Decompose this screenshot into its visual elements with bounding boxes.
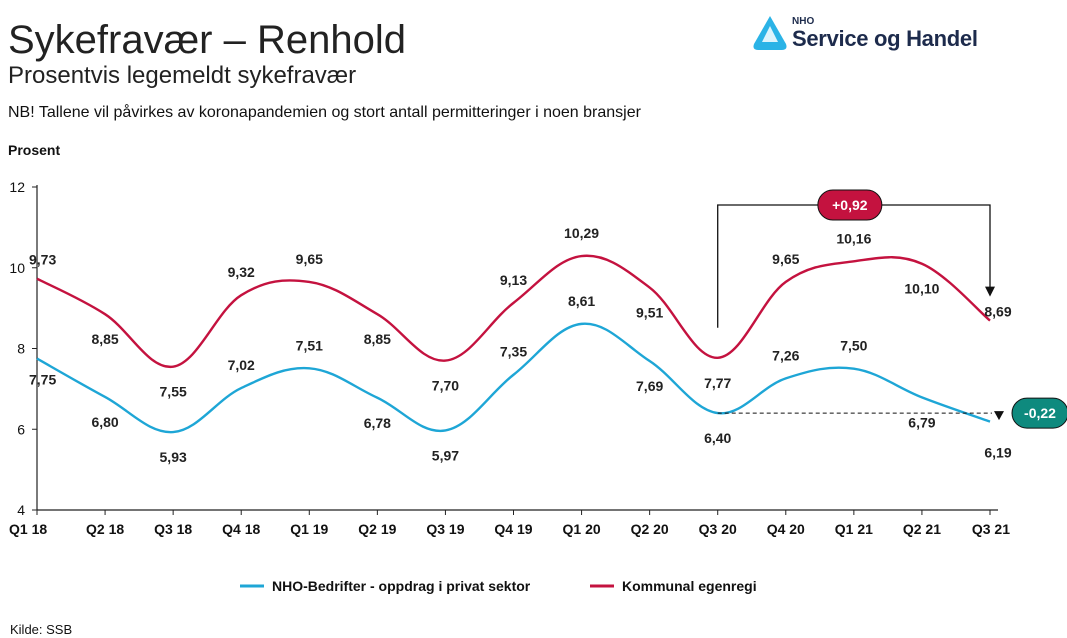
data-label: 7,02	[228, 357, 255, 373]
x-tick-label: Q2 18	[86, 521, 124, 537]
y-tick-label: 4	[17, 502, 25, 518]
note-text: NB! Tallene vil påvirkes av koronapandem…	[8, 104, 641, 121]
brand-logo: NHO Service og Handel	[750, 14, 990, 54]
negative-change-text: -0,22	[1024, 405, 1056, 421]
x-tick-label: Q1 18	[9, 521, 47, 537]
x-tick-label: Q1 19	[290, 521, 328, 537]
page-subtitle: Prosentvis legemeldt sykefravær	[8, 62, 357, 89]
negative-change-badge	[1011, 397, 1067, 429]
x-tick-label: Q3 21	[972, 521, 1010, 537]
data-label: 9,32	[228, 264, 255, 280]
data-label: 10,29	[564, 225, 599, 241]
y-axis-label: Prosent	[8, 142, 60, 158]
data-label: 7,26	[772, 347, 799, 363]
y-tick-label: 8	[17, 341, 25, 357]
x-tick-label: Q2 21	[903, 521, 941, 537]
data-label: 6,80	[91, 414, 118, 430]
data-label: 6,79	[908, 414, 935, 430]
data-label: 8,85	[91, 331, 118, 347]
series-line-nho	[36, 322, 991, 434]
bracket-arrowhead	[985, 286, 995, 297]
data-label: 6,78	[364, 415, 391, 431]
data-label: 7,70	[432, 378, 459, 394]
data-label: 9,13	[500, 272, 527, 288]
data-label: 6,19	[984, 445, 1011, 461]
data-label: 9,51	[636, 305, 663, 321]
legend-label: Kommunal egenregi	[622, 578, 757, 594]
x-tick-label: Q3 18	[154, 521, 192, 537]
y-tick-label: 6	[17, 421, 25, 437]
data-label: 8,61	[568, 293, 595, 309]
legend-label: NHO-Bedrifter - oppdrag i privat sektor	[272, 578, 531, 594]
data-label: 7,35	[500, 344, 527, 360]
data-label: 10,10	[904, 281, 939, 297]
data-label: 9,65	[772, 251, 799, 267]
x-tick-label: Q2 19	[358, 521, 396, 537]
change-bracket	[717, 204, 991, 328]
data-label: 7,55	[160, 384, 187, 400]
logo-small-text: NHO	[792, 16, 815, 27]
data-label: 5,93	[160, 449, 187, 465]
nho-logo-icon	[753, 16, 787, 50]
data-label: 7,75	[29, 372, 56, 388]
x-tick-label: Q4 18	[222, 521, 260, 537]
data-label: 7,50	[840, 338, 867, 354]
positive-change-badge	[817, 189, 883, 221]
reference-arrowhead	[994, 411, 1004, 421]
data-label: 8,85	[364, 331, 391, 347]
x-tick-label: Q2 20	[631, 521, 669, 537]
y-tick-label: 12	[9, 179, 25, 195]
logo-main-text: Service og Handel	[792, 26, 978, 51]
x-tick-label: Q3 20	[699, 521, 737, 537]
data-label: 7,51	[296, 337, 323, 353]
positive-change-text: +0,92	[832, 197, 868, 213]
data-label: 7,77	[704, 375, 731, 391]
data-label: 5,97	[432, 447, 459, 463]
series-line-kommunal	[36, 254, 991, 368]
x-tick-label: Q3 19	[426, 521, 464, 537]
x-tick-label: Q4 20	[767, 521, 805, 537]
x-tick-label: Q4 19	[494, 521, 532, 537]
y-tick-label: 10	[9, 260, 25, 276]
data-label: 7,69	[636, 378, 663, 394]
data-label: 6,40	[704, 430, 731, 446]
data-label: 8,69	[984, 304, 1011, 320]
data-label: 9,73	[29, 252, 56, 268]
data-label: 10,16	[836, 230, 871, 246]
x-tick-label: Q1 21	[835, 521, 873, 537]
page-title: Sykefravær – Renhold	[8, 18, 406, 62]
source-note: Kilde: SSB	[10, 622, 73, 637]
x-tick-label: Q1 20	[563, 521, 601, 537]
data-label: 9,65	[296, 251, 323, 267]
